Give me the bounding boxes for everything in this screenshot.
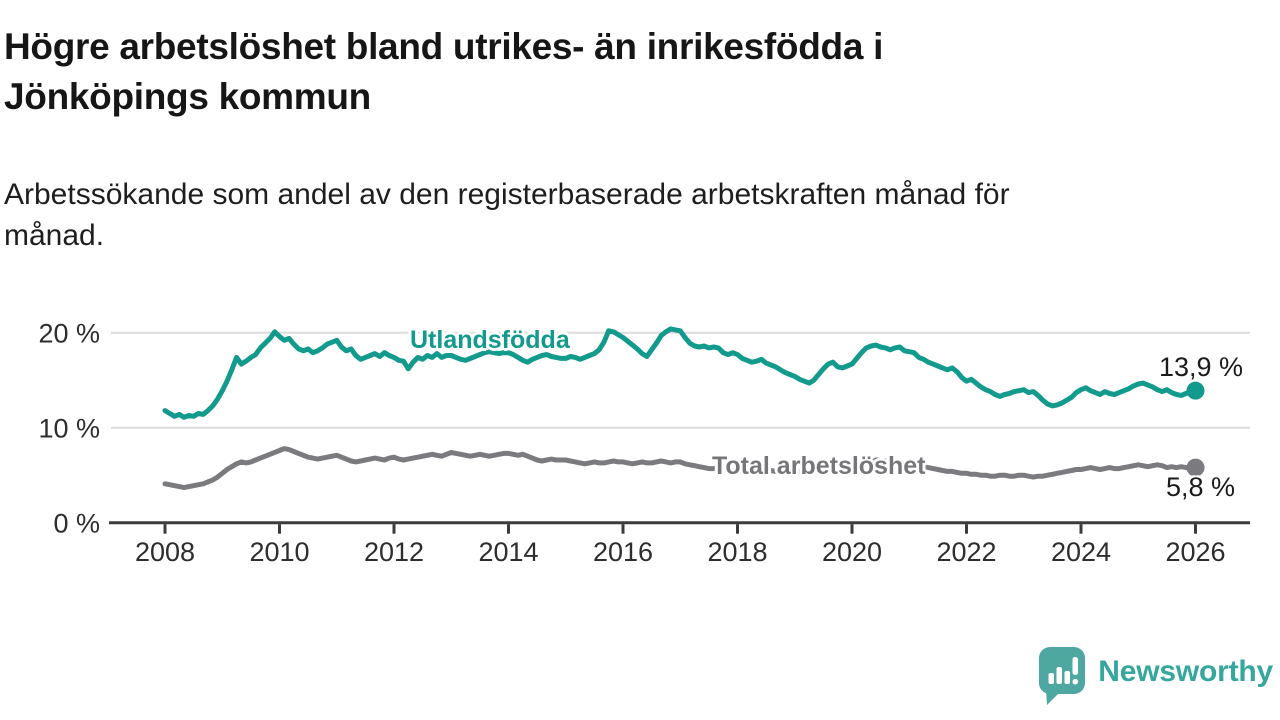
subtitle-line-1: Arbetssökande som andel av den registerb… bbox=[4, 178, 1010, 211]
series-label-utlandsfodda: Utlandsfödda bbox=[410, 326, 570, 354]
x-axis-label-2022: 2022 bbox=[936, 537, 996, 567]
y-axis-label-0: 0 % bbox=[53, 509, 100, 539]
series-line-total-arbetsloshet bbox=[162, 446, 1198, 491]
x-axis-label-2020: 2020 bbox=[822, 537, 882, 567]
newsworthy-speech-bubble-icon bbox=[1039, 647, 1086, 705]
x-axis-label-2026: 2026 bbox=[1165, 537, 1225, 567]
end-dot-utlandsfodda bbox=[1186, 381, 1205, 400]
subtitle-line-2: månad. bbox=[4, 219, 105, 252]
x-axis-label-2012: 2012 bbox=[364, 537, 424, 567]
chart-subtitle: Arbetssökande som andel av den registerb… bbox=[4, 174, 1204, 256]
y-axis-label-20: 20 % bbox=[38, 319, 100, 349]
end-dot-total-arbetsloshet bbox=[1186, 458, 1205, 477]
x-axis-label-2018: 2018 bbox=[707, 537, 767, 567]
x-axis-label-2010: 2010 bbox=[249, 537, 309, 567]
x-axis-label-2016: 2016 bbox=[593, 537, 653, 567]
end-value-label-utlandsfodda: 13,9 % bbox=[1159, 352, 1244, 382]
end-value-label-total: 5,8 % bbox=[1166, 472, 1236, 502]
series-label-total-arbetsloshet: Total arbetslöshet bbox=[712, 452, 926, 480]
newsworthy-wordmark: Newsworthy bbox=[1098, 655, 1273, 688]
x-axis-label-2008: 2008 bbox=[135, 537, 195, 567]
page-title: Högre arbetslöshet bland utrikes- än inr… bbox=[4, 22, 1184, 122]
series-line-utlandsfodda bbox=[162, 326, 1198, 420]
title-line-1: Högre arbetslöshet bland utrikes- än inr… bbox=[4, 26, 884, 67]
newsworthy-logo: Newsworthy bbox=[1037, 646, 1273, 706]
x-axis-label-2024: 2024 bbox=[1051, 537, 1111, 567]
title-line-2: Jönköpings kommun bbox=[4, 76, 371, 117]
y-axis-label-10: 10 % bbox=[38, 414, 100, 444]
x-axis-label-2014: 2014 bbox=[478, 537, 538, 567]
